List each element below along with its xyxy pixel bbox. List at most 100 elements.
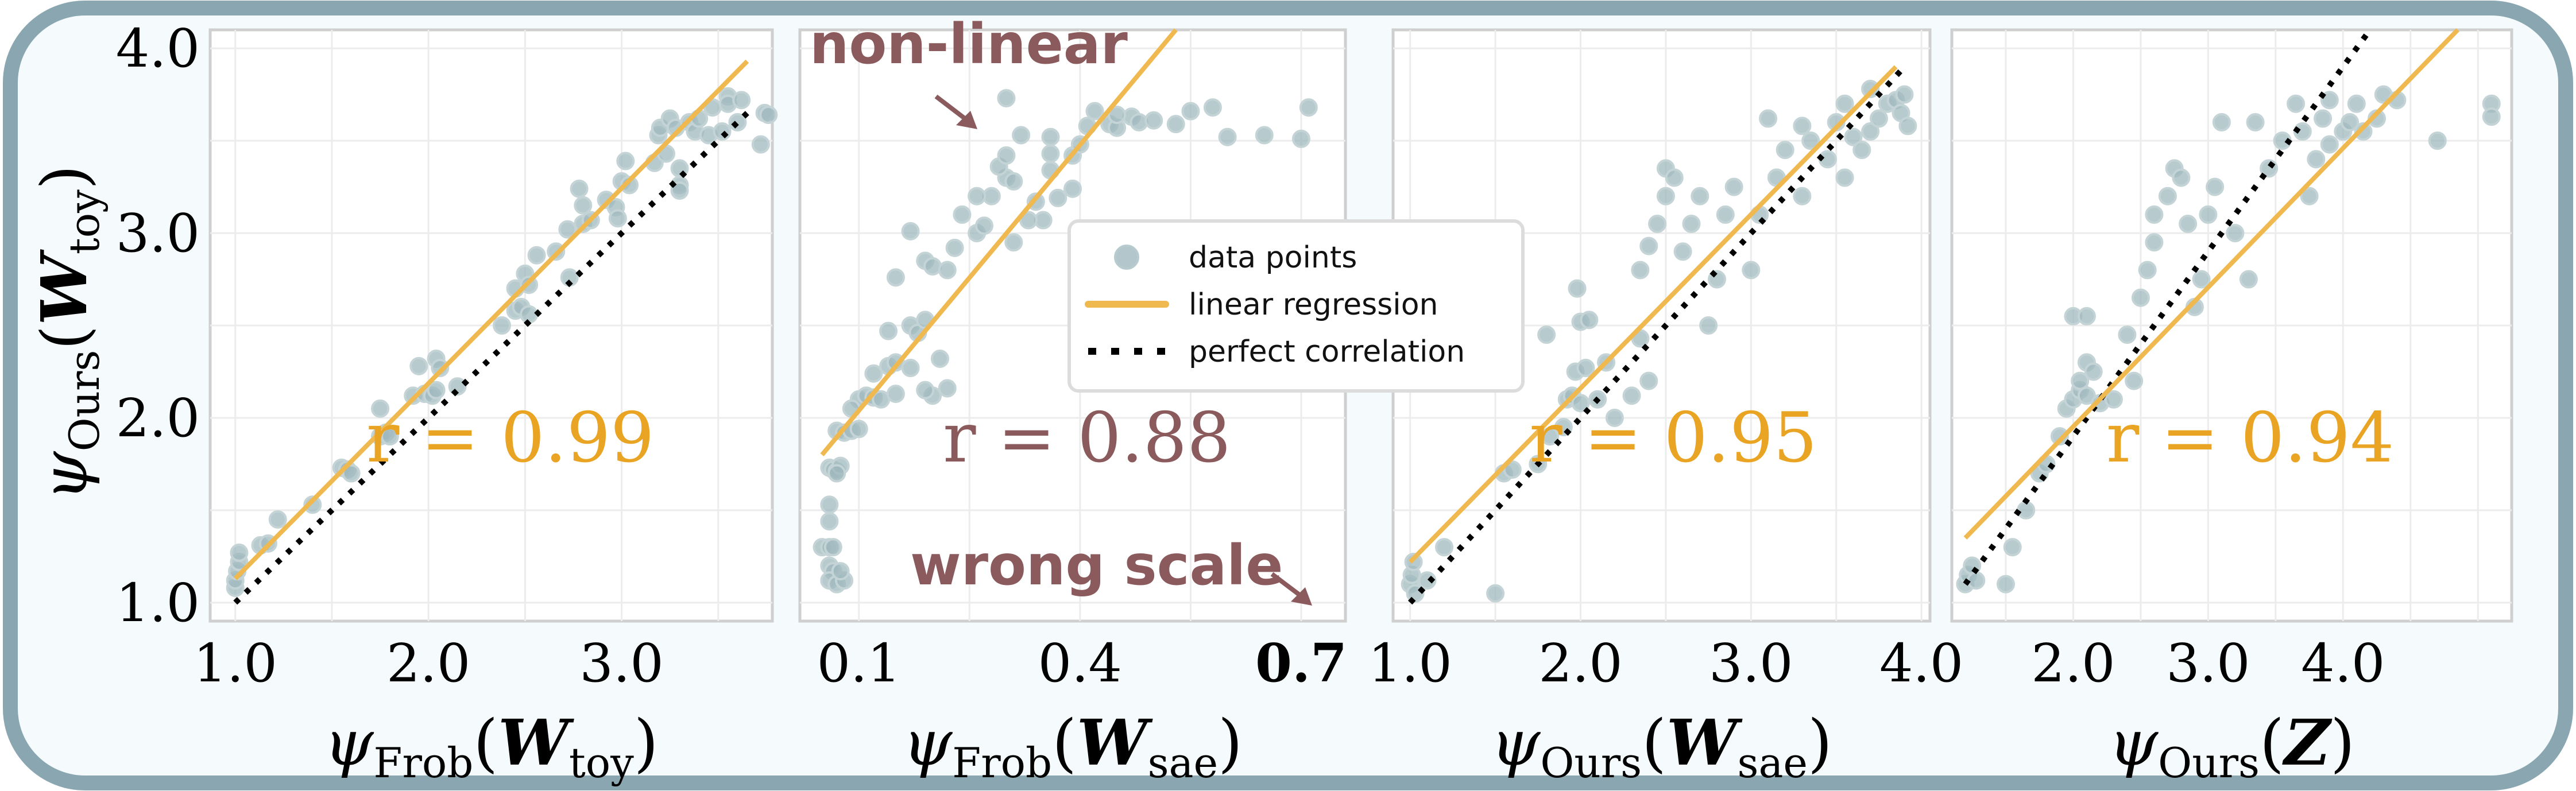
data-point — [1503, 460, 1522, 479]
data-point — [2145, 205, 2164, 224]
scatter-panel-4: 2.0 3.0 4.0 r = 0.94 ψOurs(Z) — [1950, 28, 2513, 787]
x-axis-label-part: sae — [1738, 739, 1808, 787]
data-point — [2158, 187, 2177, 205]
data-point — [1759, 109, 1778, 128]
data-point — [2293, 122, 2312, 141]
x-tick-label: 1.0 — [1368, 633, 1452, 694]
x-axis-label: ψFrob(Wsae) — [903, 705, 1243, 787]
data-point — [1041, 127, 1060, 146]
data-point — [2179, 214, 2198, 233]
x-tick-label: 0.7 — [1255, 632, 1347, 694]
x-tick-label: 3.0 — [579, 633, 663, 694]
data-point — [2300, 187, 2319, 205]
x-axis-label-part: toy — [569, 739, 634, 787]
regression-line — [233, 59, 749, 580]
data-point — [620, 176, 639, 195]
x-axis-label-part: ) — [1218, 706, 1243, 780]
data-point — [1571, 394, 1590, 413]
data-point — [431, 359, 450, 378]
data-point — [520, 305, 539, 324]
data-point — [1144, 111, 1163, 130]
legend-label-perfect: perfect correlation — [1189, 335, 1465, 369]
data-point — [1580, 311, 1599, 329]
data-point — [2239, 270, 2258, 289]
data-point — [2354, 122, 2373, 141]
annotation-non-linear: non-linear — [810, 12, 1128, 76]
data-point — [1486, 584, 1505, 603]
data-point — [1130, 113, 1148, 131]
data-point — [1656, 187, 1675, 205]
data-point — [380, 427, 399, 446]
data-point — [1716, 205, 1735, 224]
x-axis-label-part: ( — [473, 706, 498, 780]
data-point — [2307, 150, 2326, 169]
x-tick-label: 2.0 — [1538, 633, 1622, 694]
data-point — [670, 181, 689, 200]
data-point — [1631, 261, 1650, 280]
data-point — [930, 349, 949, 368]
correlation-label: r = 0.94 — [2106, 398, 2394, 478]
data-point — [2341, 113, 2360, 131]
data-point — [1218, 127, 1237, 146]
data-point — [427, 381, 446, 400]
data-point — [820, 512, 839, 531]
data-point — [2287, 94, 2306, 113]
data-point — [2172, 168, 2191, 187]
data-point — [827, 464, 846, 483]
data-point — [901, 359, 920, 378]
data-point — [2226, 224, 2245, 243]
data-point — [1639, 371, 1658, 390]
data-point — [1869, 109, 1888, 128]
data-point — [1255, 126, 1274, 145]
data-point — [901, 222, 920, 241]
data-point — [1691, 187, 1709, 205]
data-point — [574, 196, 593, 215]
x-tick-label: 4.0 — [1879, 633, 1963, 694]
svg-text:ψOurs(Wtoy): ψOurs(Wtoy) — [27, 165, 109, 501]
data-point — [2428, 131, 2447, 150]
scatter-panel-3: 1.0 2.0 3.0 4.0 r = 0.95 ψOurs(Wsae) — [1368, 28, 1963, 787]
data-point — [1291, 129, 1310, 148]
data-point — [1895, 85, 1914, 104]
data-point — [1063, 179, 1082, 198]
data-point — [608, 209, 627, 228]
regression-line — [1963, 28, 2459, 540]
data-point — [2125, 371, 2144, 390]
data-point — [1967, 571, 1986, 590]
data-point — [230, 543, 249, 562]
data-point — [1835, 168, 1854, 187]
x-tick-label: 1.0 — [194, 633, 277, 694]
data-point — [558, 220, 577, 239]
data-point — [1537, 325, 1556, 344]
data-point — [1435, 538, 1454, 557]
data-point — [1776, 141, 1794, 160]
data-point — [1673, 242, 1692, 261]
data-point — [2347, 94, 2366, 113]
perfect-correlation-line — [233, 111, 749, 605]
x-axis-label-part: ( — [2260, 706, 2284, 780]
data-point — [2138, 261, 2157, 280]
y-tick-label: 3.0 — [116, 203, 200, 264]
x-axis-label: ψOurs(Wsae) — [1491, 705, 1832, 787]
legend-label-regression: linear regression — [1189, 288, 1438, 322]
y-axis-label: ψOurs(Wtoy) — [27, 165, 109, 501]
annotation-wrong-scale: wrong scale — [910, 533, 1283, 598]
regression-line — [820, 28, 1178, 456]
data-point — [1004, 172, 1023, 191]
x-axis-label-part: ψ — [903, 706, 953, 780]
data-point — [751, 135, 770, 154]
arrow-non-linear-icon — [934, 94, 977, 129]
x-axis-label-part: Z — [2282, 705, 2333, 780]
scatter-panel-1: 1.0 2.0 3.0 1.0 2.0 3.0 4.0 r = 0.99 ψFrob(Wtoy) — [116, 18, 778, 787]
data-point — [1898, 117, 1917, 135]
data-point — [268, 510, 287, 529]
data-point — [409, 356, 428, 375]
data-point — [1203, 98, 1222, 117]
x-axis-label-part: W — [1077, 705, 1153, 780]
data-point — [1299, 98, 1318, 117]
data-point — [1996, 575, 2015, 594]
data-point — [879, 321, 898, 340]
data-point — [2145, 233, 2164, 252]
x-axis-label-part: ) — [2330, 706, 2355, 780]
data-point — [759, 106, 778, 125]
